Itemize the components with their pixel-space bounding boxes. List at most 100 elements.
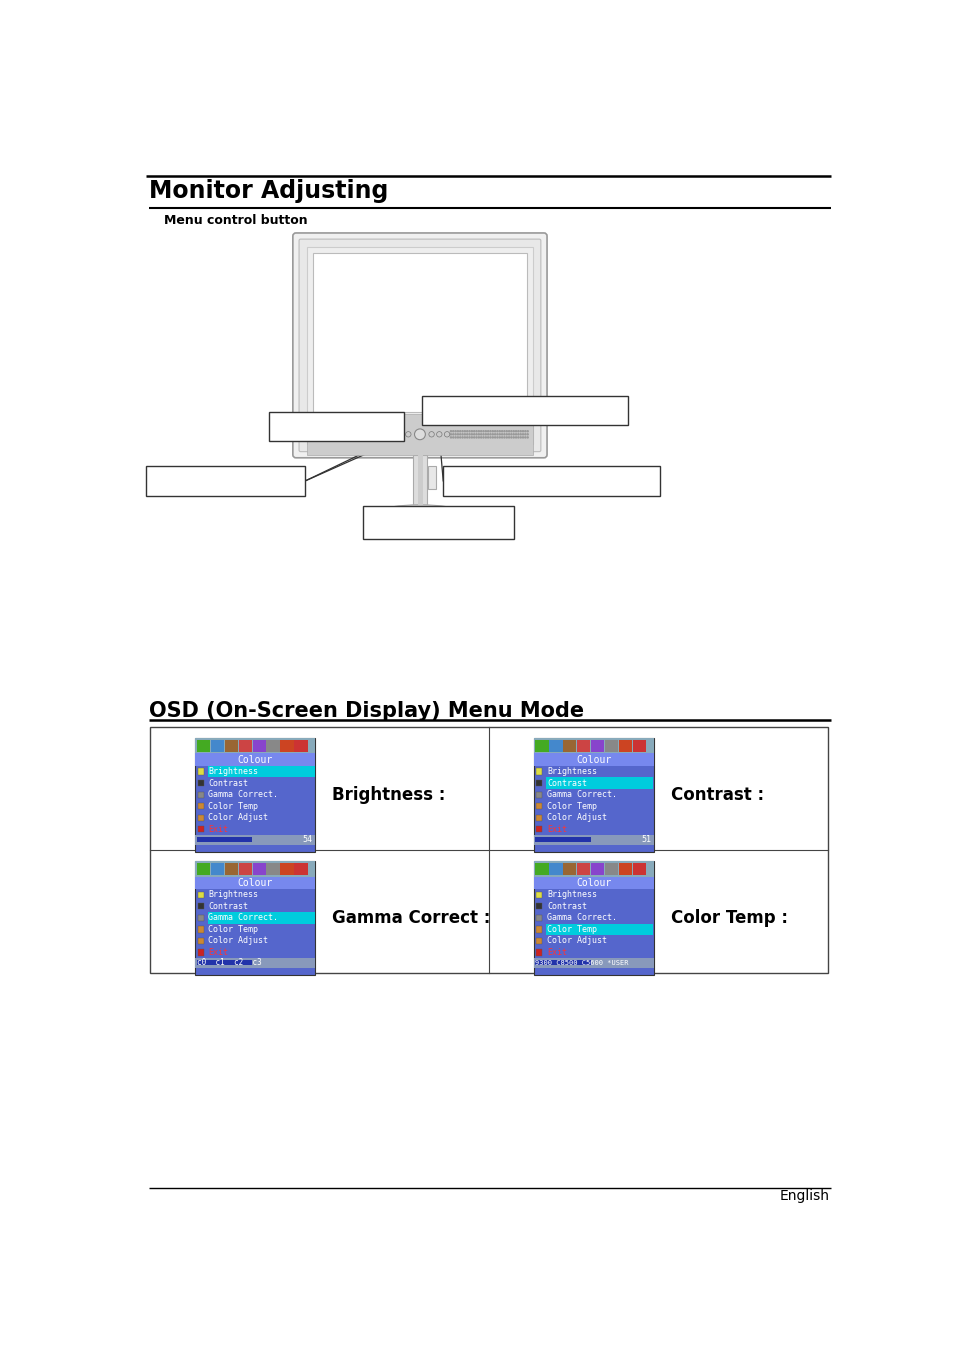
Bar: [535, 739, 548, 753]
Bar: [534, 738, 654, 852]
Bar: [197, 769, 204, 774]
Text: OSD (On-Screen Display) Menu Mode: OSD (On-Screen Display) Menu Mode: [149, 701, 583, 721]
Bar: [546, 924, 653, 935]
Bar: [535, 863, 548, 875]
Bar: [266, 739, 279, 753]
Circle shape: [415, 428, 425, 439]
Bar: [534, 877, 654, 889]
Bar: [535, 836, 590, 842]
Text: 9300 C8500 C5600 *USER: 9300 C8500 C5600 *USER: [535, 961, 628, 966]
Bar: [266, 863, 279, 875]
Text: Exit: Exit: [208, 948, 228, 957]
Bar: [633, 863, 645, 875]
Circle shape: [429, 431, 434, 436]
Text: Color Adjust: Color Adjust: [546, 936, 606, 946]
Bar: [604, 863, 618, 875]
Bar: [413, 455, 427, 505]
Bar: [280, 739, 294, 753]
Text: Exit: Exit: [546, 948, 566, 957]
Text: Brightness: Brightness: [546, 767, 597, 775]
FancyBboxPatch shape: [293, 232, 546, 458]
Bar: [253, 863, 266, 875]
Text: Color Temp: Color Temp: [546, 801, 597, 811]
Text: Color Temp: Color Temp: [208, 925, 258, 934]
Text: Brightness: Brightness: [208, 767, 258, 775]
Bar: [549, 739, 562, 753]
Text: Gamma Correct.: Gamma Correct.: [208, 790, 278, 800]
Bar: [536, 792, 542, 797]
Ellipse shape: [381, 505, 458, 519]
Bar: [535, 959, 590, 965]
Bar: [591, 863, 604, 875]
Bar: [422, 396, 627, 426]
Text: Exit: Exit: [208, 825, 228, 834]
Bar: [536, 927, 542, 932]
Text: Color Adjust: Color Adjust: [208, 813, 268, 823]
Text: Brightness: Brightness: [546, 890, 597, 900]
Text: Contrast: Contrast: [546, 902, 586, 911]
Circle shape: [444, 431, 449, 436]
Text: Gamma Correct.: Gamma Correct.: [208, 913, 278, 923]
Bar: [197, 792, 204, 797]
Bar: [238, 739, 252, 753]
Text: Color Temp: Color Temp: [546, 925, 597, 934]
Bar: [197, 815, 204, 821]
Bar: [536, 827, 542, 832]
Text: Brightness :: Brightness :: [332, 786, 445, 804]
Bar: [536, 815, 542, 821]
Bar: [208, 912, 314, 924]
Text: Contrast :: Contrast :: [670, 786, 763, 804]
Bar: [534, 862, 654, 877]
Text: c0  c1  c2  c3: c0 c1 c2 c3: [196, 958, 261, 967]
Circle shape: [436, 431, 441, 436]
Bar: [536, 904, 542, 909]
Text: Gamma Correct :: Gamma Correct :: [332, 909, 490, 927]
Bar: [211, 739, 224, 753]
Bar: [313, 253, 526, 412]
Bar: [195, 754, 315, 766]
Bar: [197, 780, 204, 786]
Text: Gamma Correct.: Gamma Correct.: [546, 790, 617, 800]
Bar: [577, 863, 590, 875]
Bar: [197, 904, 204, 909]
Bar: [195, 877, 315, 889]
Bar: [363, 507, 514, 539]
Bar: [197, 938, 204, 944]
Bar: [211, 863, 224, 875]
Bar: [633, 739, 645, 753]
Bar: [536, 802, 542, 809]
Bar: [195, 738, 315, 852]
Bar: [562, 863, 576, 875]
Bar: [195, 862, 315, 877]
Bar: [224, 863, 237, 875]
Text: Contrast: Contrast: [208, 778, 248, 788]
Bar: [549, 863, 562, 875]
Bar: [418, 455, 422, 505]
Text: Color Temp :: Color Temp :: [670, 909, 787, 927]
Bar: [253, 739, 266, 753]
Bar: [536, 892, 542, 898]
Bar: [577, 739, 590, 753]
Text: English: English: [779, 1189, 828, 1204]
Bar: [536, 780, 542, 786]
Bar: [307, 247, 533, 444]
Bar: [195, 862, 315, 975]
Bar: [224, 739, 237, 753]
Bar: [534, 835, 654, 846]
Text: 51: 51: [640, 835, 650, 844]
Text: Gamma Correct.: Gamma Correct.: [546, 913, 617, 923]
Text: Colour: Colour: [576, 755, 611, 765]
Bar: [196, 863, 210, 875]
Text: Color Adjust: Color Adjust: [546, 813, 606, 823]
Bar: [196, 836, 252, 842]
Bar: [618, 739, 632, 753]
Bar: [150, 727, 827, 973]
Bar: [208, 766, 314, 777]
Bar: [197, 827, 204, 832]
Bar: [604, 739, 618, 753]
Bar: [562, 739, 576, 753]
Bar: [197, 892, 204, 898]
Bar: [238, 863, 252, 875]
Text: Color Adjust: Color Adjust: [208, 936, 268, 946]
Text: Colour: Colour: [576, 878, 611, 888]
